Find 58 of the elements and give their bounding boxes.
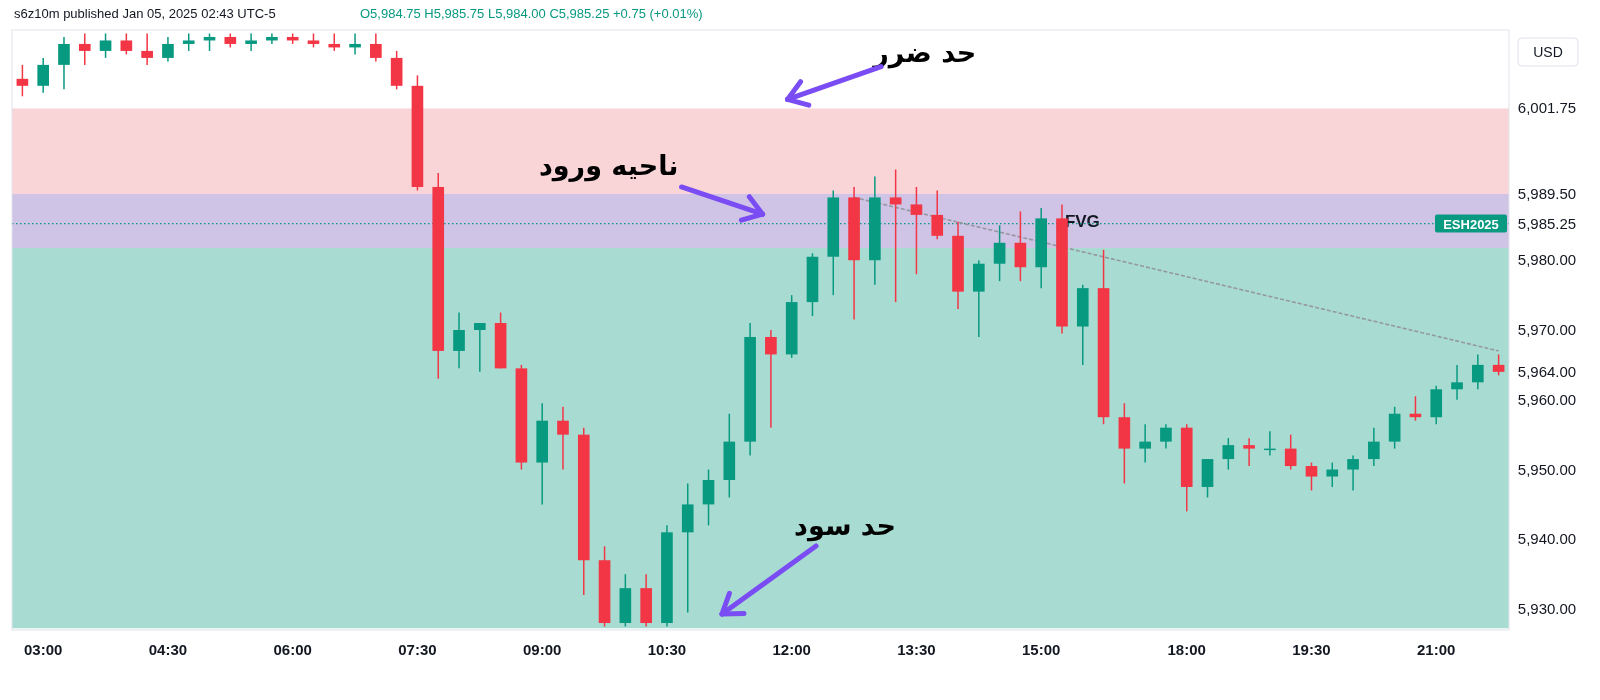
candlestick <box>37 57 50 94</box>
y-tick-label: 5,980.00 <box>1517 251 1577 269</box>
chart-subtitle: O5,984.75 H5,985.75 L5,984.00 C5,985.25 +0.75 (+0.01%) <box>360 6 703 21</box>
x-tick-label: 03:00 <box>24 641 63 658</box>
x-tick-label: 12:00 <box>772 641 811 658</box>
candlestick <box>1160 423 1172 450</box>
candlestick <box>557 405 569 471</box>
candlestick <box>1139 423 1151 464</box>
x-tick-label: 10:30 <box>647 641 687 658</box>
candlestick <box>78 32 91 66</box>
y-tick-label: 5,964.00 <box>1517 362 1577 380</box>
candlestick <box>1284 433 1297 471</box>
candlestick <box>245 32 257 52</box>
candlestick <box>765 329 777 429</box>
y-tick-label: 5,989.50 <box>1517 184 1577 202</box>
x-tick-label: 07:30 <box>398 641 437 658</box>
y-tick-label: 5,970.00 <box>1517 321 1577 338</box>
y-tick-label: 5,985.25 <box>1517 214 1577 232</box>
y-tick-label: 6,001.75 <box>1517 99 1577 117</box>
x-tick-label: 09:00 <box>523 641 562 658</box>
candlestick <box>120 32 133 56</box>
x-tick-label: 15:00 <box>1022 641 1061 658</box>
candlestick <box>993 224 1006 282</box>
candlestick <box>162 36 174 63</box>
candlestick <box>889 168 902 303</box>
candlestick <box>931 189 944 241</box>
chart-title: s6z10m published Jan 05, 2025 02:43 UTC-5 <box>14 6 276 21</box>
y-tick-label: 5,930.00 <box>1517 600 1577 618</box>
x-tick-label: 19:30 <box>1292 641 1331 658</box>
candlestick <box>58 36 70 91</box>
annotation: حد سود <box>794 510 896 542</box>
text: USD <box>1533 44 1563 60</box>
y-tick-label: 5,960.00 <box>1517 390 1577 408</box>
candlestick <box>1492 353 1505 377</box>
x-tick-label: 18:00 <box>1167 641 1206 658</box>
x-tick-label: 04:30 <box>148 641 188 658</box>
candlestick <box>99 32 112 59</box>
annotation: ناحیه ورود <box>538 150 679 183</box>
candlestick <box>453 311 465 370</box>
y-tick-label: 5,940.00 <box>1517 530 1577 548</box>
candlestick <box>1451 364 1463 401</box>
x-tick-label: 13:30 <box>897 641 936 658</box>
candlestick <box>1305 461 1318 492</box>
candlestick <box>16 64 29 98</box>
candlestick <box>1326 461 1339 488</box>
y-tick-label: 5,950.00 <box>1517 460 1577 478</box>
candlestick <box>1368 426 1380 467</box>
x-tick-label: 06:00 <box>273 641 312 658</box>
ref-line-label: ESH2025 <box>1443 216 1499 232</box>
candlestick <box>473 322 486 373</box>
candlestick <box>910 186 923 275</box>
x-tick-label: 21:00 <box>1417 641 1456 658</box>
candlestick <box>1243 437 1255 467</box>
candlestick <box>1347 454 1359 492</box>
candlestick <box>141 32 153 66</box>
candlestick <box>1222 437 1235 471</box>
candlestick <box>1471 353 1484 391</box>
candlestick <box>370 32 382 63</box>
